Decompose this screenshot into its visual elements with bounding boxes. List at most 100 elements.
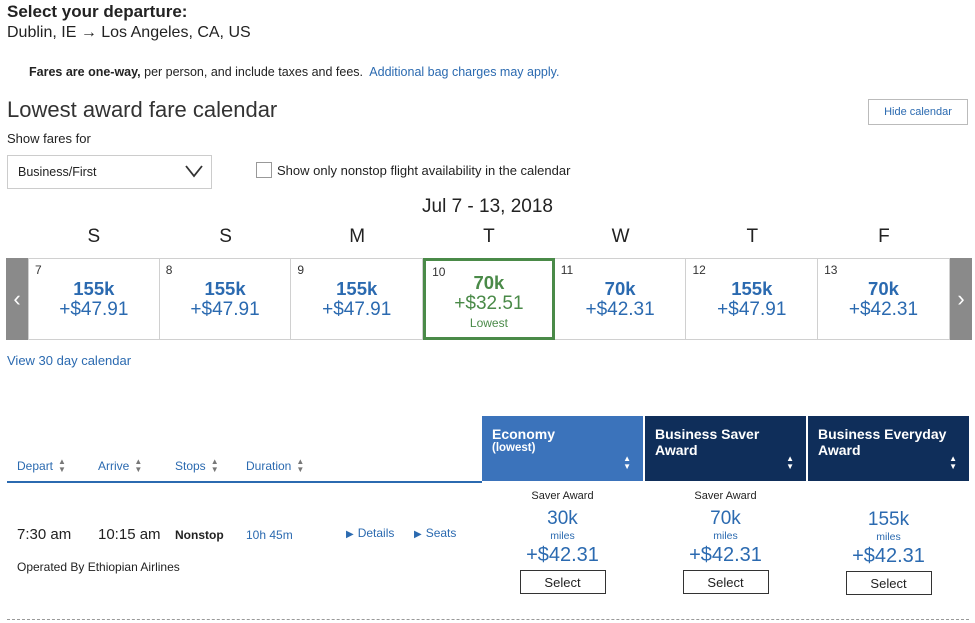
day-number: 13	[824, 263, 838, 277]
sort-depart[interactable]: Depart ▲ ▼	[17, 458, 66, 474]
seats-label: Seats	[425, 526, 457, 540]
dow-label: T	[483, 226, 495, 247]
miles-label: miles	[713, 530, 738, 542]
dow-label: W	[611, 226, 630, 247]
route-label: Dublin, IE → Los Angeles, CA, US	[7, 24, 251, 41]
chevron-down-icon	[185, 165, 203, 178]
sort-icon: ▲ ▼	[949, 454, 957, 471]
stops-value: Nonstop	[175, 528, 224, 542]
fare-miles: 70k	[710, 508, 741, 529]
day-number: 11	[560, 263, 574, 277]
operated-by: Operated By Ethiopian Airlines	[17, 560, 180, 574]
calendar-day[interactable]: 11 70k +$42.31	[554, 258, 687, 340]
day-tax: +$42.31	[848, 299, 919, 320]
sort-icon: ▲ ▼	[623, 454, 631, 471]
sort-icon: ▲ ▼	[786, 454, 794, 471]
caret-right-icon: ▶	[346, 529, 354, 540]
calendar-day-lowest[interactable]: 10 70k +$32.51 Lowest	[423, 258, 555, 340]
day-of-week-row: S S M T W T F	[28, 226, 950, 248]
day-tax: +$47.91	[190, 299, 260, 320]
duration-value: 10h 45m	[246, 528, 293, 542]
business-everyday-column-header[interactable]: Business Everyday Award ▲ ▼	[808, 416, 969, 481]
sort-icon: ▲ ▼	[210, 457, 219, 474]
details-label: Details	[357, 526, 395, 540]
calendar-day[interactable]: 7 155k +$47.91	[28, 258, 160, 340]
calendar-day[interactable]: 9 155k +$47.91	[291, 258, 424, 340]
bag-charges-link[interactable]: Additional bag charges may apply.	[369, 65, 560, 79]
page-title: Select your departure:	[7, 2, 188, 21]
column-title: Economy	[492, 426, 556, 442]
calendar-day[interactable]: 8 155k +$47.91	[159, 258, 292, 340]
economy-column-header[interactable]: Economy (lowest) ▲ ▼	[482, 416, 643, 481]
dow-label: T	[746, 226, 759, 247]
chevron-left-icon: ‹	[13, 286, 21, 311]
duration-header: Duration	[246, 459, 292, 473]
nonstop-filter[interactable]: Show only nonstop flight availability in…	[256, 162, 570, 178]
day-miles: 155k	[204, 278, 246, 299]
calendar-days: 7 155k +$47.91 8 155k +$47.91 9 155k +$4…	[28, 258, 950, 340]
fare-miles: 30k	[547, 508, 578, 529]
stops-header: Stops	[175, 459, 206, 473]
seats-link[interactable]: ▶ Seats	[414, 526, 456, 540]
select-business-everyday-button[interactable]: Select	[845, 571, 932, 595]
day-number: 9	[297, 263, 305, 277]
sort-arrive[interactable]: Arrive ▲ ▼	[98, 458, 142, 474]
column-subtitle: (lowest)	[492, 442, 536, 454]
header-divider	[7, 481, 482, 483]
row-divider	[7, 619, 969, 620]
sort-icon: ▲ ▼	[58, 457, 66, 474]
miles-label: miles	[876, 531, 901, 543]
view-30-day-link[interactable]: View 30 day calendar	[7, 353, 132, 368]
select-economy-button[interactable]: Select	[519, 570, 606, 594]
arrive-time: 10:15 am	[98, 526, 161, 543]
arrive-header: Arrive	[98, 459, 130, 473]
sort-stops[interactable]: Stops ▲ ▼	[175, 458, 219, 474]
day-tax: +$42.31	[585, 299, 655, 320]
day-tax: +$47.91	[59, 299, 129, 320]
day-tax: +$47.91	[717, 299, 787, 320]
sort-duration[interactable]: Duration ▲ ▼	[246, 458, 304, 474]
column-title: Business Saver Award	[655, 426, 760, 458]
next-week-button[interactable]: ›	[950, 258, 972, 340]
day-number: 10	[432, 265, 446, 279]
nonstop-checkbox[interactable]	[256, 162, 272, 178]
fare-tax: +$42.31	[689, 544, 762, 566]
day-tax: +$47.91	[322, 299, 392, 320]
details-link[interactable]: ▶ Details	[346, 526, 394, 540]
saver-label	[808, 490, 969, 503]
lowest-tag: Lowest	[469, 316, 508, 330]
sort-icon: ▲ ▼	[296, 457, 305, 474]
cabin-select[interactable]: Business/First	[7, 155, 212, 189]
fare-cell-business-saver: Saver Award 70k miles +$42.31 Select	[645, 490, 806, 594]
fares-note-text: per person, and include taxes and fees.	[140, 65, 364, 79]
day-miles: 155k	[336, 278, 378, 299]
caret-right-icon: ▶	[414, 529, 422, 540]
dow-label: S	[87, 226, 101, 247]
calendar-day[interactable]: 12 155k +$47.91	[686, 258, 819, 340]
dow-label: S	[219, 226, 232, 247]
chevron-right-icon: ›	[957, 286, 965, 311]
select-business-saver-button[interactable]: Select	[682, 570, 769, 594]
day-miles: 70k	[604, 278, 636, 299]
fare-miles: 155k	[867, 509, 910, 530]
depart-header: Depart	[17, 459, 54, 473]
show-fares-label: Show fares for	[7, 131, 91, 146]
fares-note-bold: Fares are one-way,	[29, 65, 141, 79]
calendar-title: Lowest award fare calendar	[7, 97, 278, 122]
miles-label: miles	[550, 530, 575, 542]
prev-week-button[interactable]: ‹	[6, 258, 28, 340]
day-miles: 70k	[473, 272, 505, 293]
fare-tax: +$42.31	[852, 545, 925, 567]
business-saver-column-header[interactable]: Business Saver Award ▲ ▼	[645, 416, 806, 481]
dow-label: F	[878, 226, 890, 247]
calendar-day[interactable]: 13 70k +$42.31	[818, 258, 950, 340]
day-miles: 70k	[868, 278, 899, 299]
day-miles: 155k	[731, 278, 773, 299]
saver-label: Saver Award	[694, 490, 757, 502]
nonstop-label: Show only nonstop flight availability in…	[277, 162, 571, 178]
hide-calendar-button[interactable]: Hide calendar	[868, 99, 968, 125]
day-tax: +$32.51	[454, 293, 524, 314]
day-number: 7	[35, 263, 42, 277]
column-title: Business Everyday Award	[818, 426, 947, 458]
saver-label: Saver Award	[531, 490, 594, 502]
